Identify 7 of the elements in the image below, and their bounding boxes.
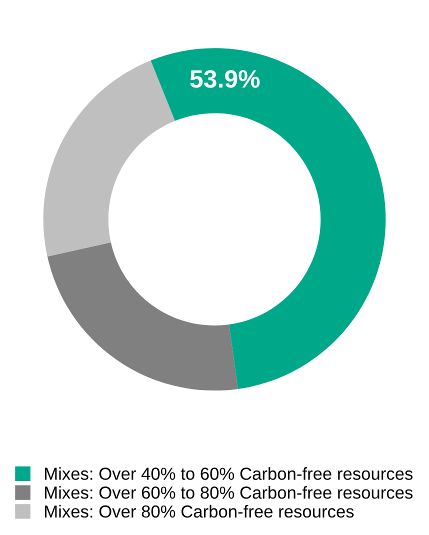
legend-label: Mixes: Over 60% to 80% Carbon-free resources [45, 486, 413, 499]
donut-slice [150, 48, 386, 389]
donut-slice [47, 242, 238, 391]
donut-slice [43, 60, 175, 257]
legend-label: Mixes: Over 40% to 60% Carbon-free resources [45, 467, 413, 480]
legend-label: Mixes: Over 80% Carbon-free resources [45, 504, 354, 518]
data-label: 53.9% [190, 70, 260, 88]
